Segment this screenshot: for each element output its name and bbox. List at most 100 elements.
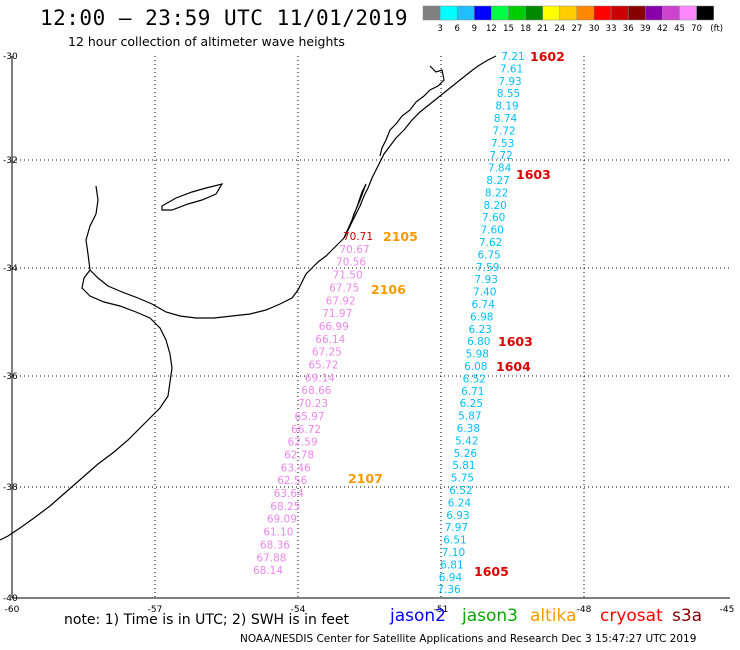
swh-value-label: 5.87 xyxy=(458,411,481,423)
swh-value-label: 7.10 xyxy=(442,547,465,559)
footer-credit: NOAA/NESDIS Center for Satellite Applica… xyxy=(240,633,697,645)
lat-tick-label: -38 xyxy=(3,483,18,493)
colorbar-swatch xyxy=(627,5,646,21)
inland-lake xyxy=(161,183,224,211)
lon-tick-label: -54 xyxy=(291,605,306,615)
swh-value-label: 7.84 xyxy=(488,163,512,175)
swh-value-label: 5.75 xyxy=(451,473,474,485)
legend-s3a: s3a xyxy=(672,606,703,626)
colorbar-swatch xyxy=(474,5,492,21)
swh-value-label: 7.97 xyxy=(445,522,468,534)
swh-value-label: 7.72 xyxy=(492,125,515,137)
swh-value-label: 62.78 xyxy=(284,449,314,461)
swh-value-label: 69.14 xyxy=(305,372,335,384)
colorbar-tick-label: 21 xyxy=(537,24,548,34)
swh-value-label: 7.93 xyxy=(475,274,498,286)
swh-value-label: 6.75 xyxy=(477,249,500,261)
swh-value-label: 5.81 xyxy=(452,460,475,472)
map-title: 12:00 — 23:59 UTC 11/01/2019 xyxy=(40,6,409,30)
colorbar: 3 6 9 12 15 18 21 24 27 30 33 36 39 42 45 70 (ft) xyxy=(422,5,723,34)
swh-value-label: 66.72 xyxy=(291,424,321,436)
swh-value-label: 65.97 xyxy=(295,411,325,423)
colorbar-tick-label: 12 xyxy=(486,24,497,34)
swh-value-label: 62.59 xyxy=(288,437,318,449)
swh-value-label: 6.08 xyxy=(464,361,487,373)
swh-value-label: 67.88 xyxy=(256,552,286,564)
map-subtitle: 12 hour collection of altimeter wave hei… xyxy=(68,34,345,49)
swh-value-label: 6.24 xyxy=(448,497,472,509)
lat-tick-label: -34 xyxy=(3,264,18,274)
colorbar-tick-label: 6 xyxy=(454,24,459,34)
swh-value-label: 70.56 xyxy=(336,257,366,269)
colorbar-tick-label: 9 xyxy=(472,24,477,34)
colorbar-tick-label: 36 xyxy=(623,24,634,34)
pass-time-label: 2105 xyxy=(383,229,418,244)
pass-time-label: 1605 xyxy=(474,564,509,579)
coastline-argentina xyxy=(0,269,173,541)
swh-value-label: 6.74 xyxy=(472,299,496,311)
swh-value-label: 7.60 xyxy=(482,212,505,224)
swh-value-label: 5.98 xyxy=(466,349,489,361)
colorbar-swatch xyxy=(422,5,441,21)
colorbar-tick-label: 70 xyxy=(691,24,702,34)
swh-value-label: 62.56 xyxy=(277,475,307,487)
swh-value-label: 68.25 xyxy=(270,501,300,513)
swh-value-label: 8.74 xyxy=(494,113,518,125)
legend-jason3: jason3 xyxy=(462,606,518,626)
swh-value-label: 70.23 xyxy=(298,398,328,410)
lat-tick-label: -32 xyxy=(3,156,18,166)
pass-time-label: 2106 xyxy=(371,282,406,297)
pass-time-label: 1603 xyxy=(516,167,551,182)
colorbar-swatch xyxy=(525,5,543,21)
colorbar-tick-label: 33 xyxy=(606,24,617,34)
colorbar-tick-label: 30 xyxy=(589,24,600,34)
legend-cryosat: cryosat xyxy=(600,606,663,626)
swh-value-label: 68.14 xyxy=(253,565,283,577)
colorbar-swatch xyxy=(645,5,663,21)
colorbar-swatch xyxy=(610,5,629,21)
inland-river xyxy=(85,185,99,271)
swh-value-label: 6.81 xyxy=(440,559,463,571)
swh-value-label: 7.93 xyxy=(498,76,521,88)
colorbar-tick-label: 42 xyxy=(657,24,668,34)
colorbar-swatch xyxy=(439,5,458,21)
colorbar-swatch xyxy=(456,5,475,21)
swh-value-label: 8.20 xyxy=(483,200,506,212)
swh-value-label: 6.51 xyxy=(443,535,466,547)
swh-value-label: 5.42 xyxy=(455,435,478,447)
jason3-track: 7.217.617.938.558.198.747.727.537.727.84… xyxy=(437,51,524,596)
swh-value-label: 6.38 xyxy=(457,423,480,435)
colorbar-swatch xyxy=(576,5,595,21)
swh-value-label: 6.52 xyxy=(449,485,472,497)
colorbar-swatch xyxy=(508,5,526,21)
footer-note: note: 1) Time is in UTC; 2) SWH is in fe… xyxy=(64,612,350,628)
lon-tick-label: -48 xyxy=(577,605,592,615)
swh-value-label: 7.36 xyxy=(437,584,461,596)
swh-value-label: 7.72 xyxy=(489,150,512,162)
swh-value-label: 67.92 xyxy=(326,295,356,307)
swh-value-label: 66.14 xyxy=(315,334,345,346)
lon-tick-label: -51 xyxy=(434,605,449,615)
swh-value-label: 66.99 xyxy=(319,321,349,333)
swh-value-label: 63.46 xyxy=(281,462,311,474)
lat-tick-label: -40 xyxy=(3,594,18,604)
legend-jason2: jason2 xyxy=(390,606,446,626)
inland-lagoon-south xyxy=(343,183,367,239)
swh-value-label: 6.80 xyxy=(467,336,490,348)
lon-tick-label: -60 xyxy=(5,605,20,615)
swh-value-label: 6.71 xyxy=(461,386,484,398)
swh-value-label: 5.26 xyxy=(454,448,478,460)
swh-value-label: 61.10 xyxy=(263,527,293,539)
colorbar-swatch xyxy=(662,5,680,21)
swh-value-label: 8.55 xyxy=(497,88,520,100)
swh-value-label: 6.93 xyxy=(446,510,469,522)
swh-value-label: 67.75 xyxy=(329,282,359,294)
lat-lon-grid: -60 -57 -54 -51 -48 -45 -30 -32 -34 -36 -38 -40 xyxy=(3,52,734,615)
swh-value-label: 67.25 xyxy=(312,347,342,359)
lon-tick-label: -57 xyxy=(148,605,163,615)
colorbar-swatch xyxy=(593,5,612,21)
swh-value-label: 7.61 xyxy=(500,63,523,75)
colorbar-tick-label: 27 xyxy=(571,24,582,34)
colorbar-tick-label: 15 xyxy=(503,24,514,34)
